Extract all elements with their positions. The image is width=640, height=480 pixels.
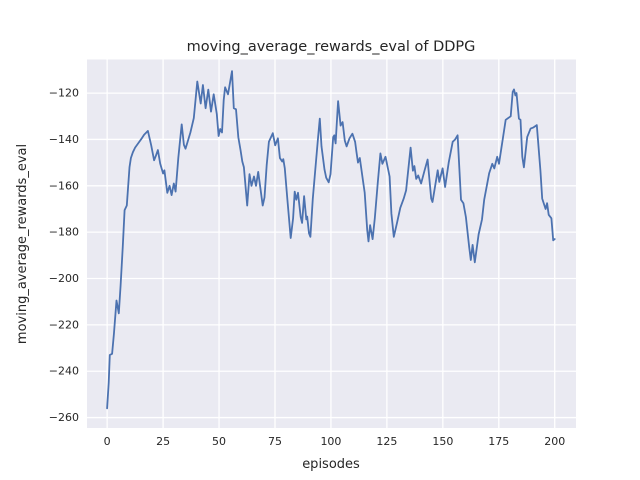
- x-tick-label: 25: [156, 435, 170, 448]
- y-tick-label: −160: [49, 179, 79, 192]
- reward-line: [106, 70, 556, 410]
- y-tick-label: −220: [49, 318, 79, 331]
- y-axis-label: moving_average_rewards_eval: [15, 144, 30, 344]
- y-tick-labels: −120 −140 −160 −180 −200 −220 −240 −260: [49, 87, 79, 424]
- x-tick-label: 200: [544, 435, 565, 448]
- x-axis-label: episodes: [302, 457, 360, 472]
- y-tick-label: −240: [49, 365, 79, 378]
- y-tick-label: −180: [49, 226, 79, 239]
- y-tick-label: −200: [49, 272, 79, 285]
- data-series: [106, 70, 556, 410]
- x-tick-labels: 0 25 50 75 100 125 150 175 200: [104, 435, 566, 448]
- y-tick-label: −140: [49, 133, 79, 146]
- x-tick-label: 100: [320, 435, 341, 448]
- chart-title: moving_average_rewards_eval of DDPG: [187, 39, 476, 55]
- x-tick-label: 175: [488, 435, 509, 448]
- x-tick-label: 125: [376, 435, 397, 448]
- x-tick-label: 50: [212, 435, 226, 448]
- gridlines: [87, 59, 576, 428]
- y-tick-label: −120: [49, 87, 79, 100]
- x-tick-label: 75: [268, 435, 282, 448]
- y-tick-label: −260: [49, 411, 79, 424]
- x-tick-label: 150: [432, 435, 453, 448]
- x-tick-label: 0: [104, 435, 111, 448]
